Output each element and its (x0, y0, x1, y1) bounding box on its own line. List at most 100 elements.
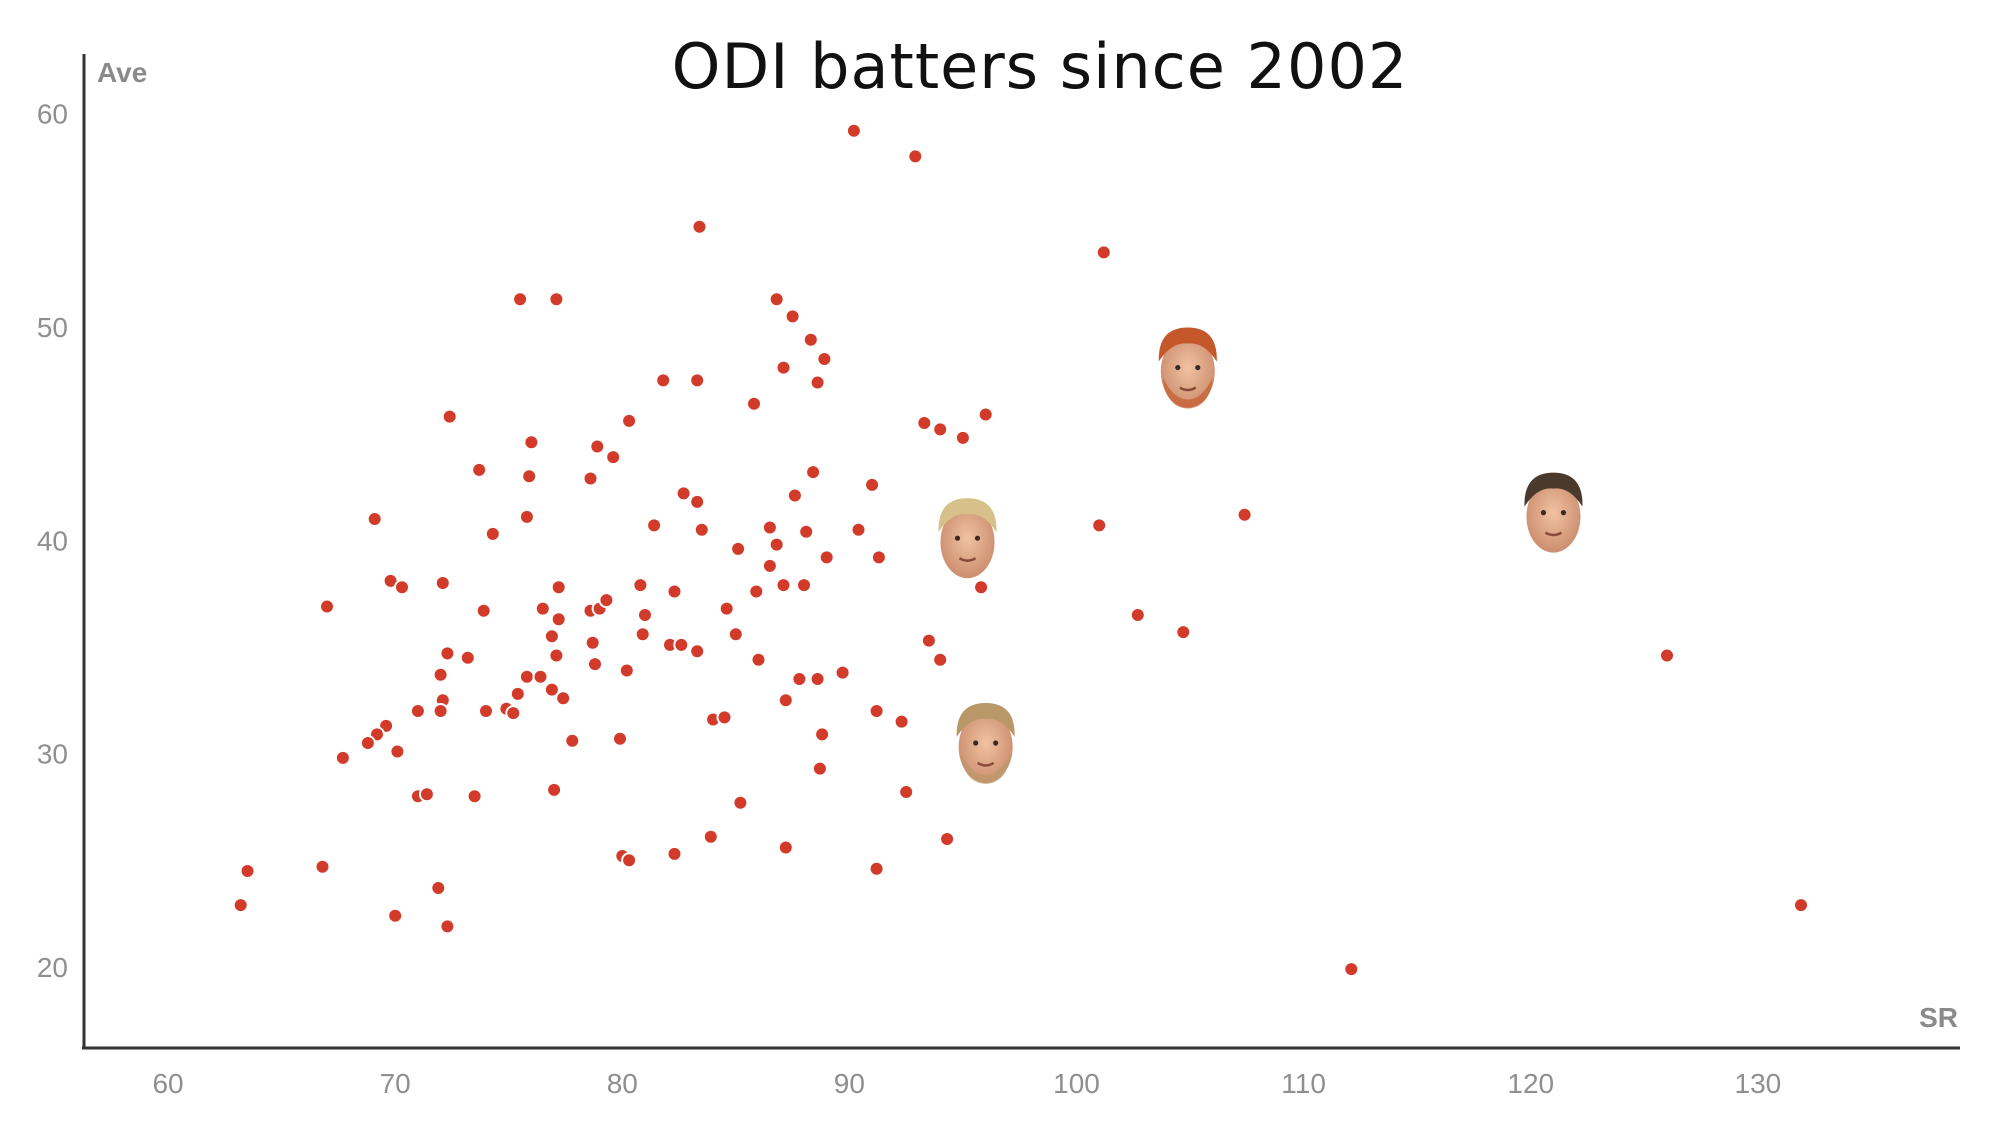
data-point (239, 863, 256, 879)
data-point (548, 647, 565, 664)
data-point (689, 493, 706, 510)
data-point (973, 579, 990, 596)
y-axis-label: Ave (97, 57, 147, 88)
data-point (459, 649, 476, 666)
data-point (587, 656, 603, 673)
data-point (802, 331, 819, 348)
data-point (430, 880, 447, 896)
data-point (716, 709, 733, 726)
player-face-icon-beard (956, 702, 1015, 784)
x-tick-label: 70 (380, 1068, 411, 1099)
data-point (505, 705, 522, 722)
data-point (550, 579, 567, 596)
data-point (484, 525, 501, 542)
data-point (727, 626, 744, 643)
x-tick-label: 110 (1281, 1068, 1326, 1099)
highlighted-players (938, 327, 1583, 784)
data-point (475, 602, 492, 619)
data-point (478, 703, 494, 719)
data-point (920, 632, 937, 649)
data-point (1091, 517, 1108, 534)
data-point (718, 600, 735, 617)
data-point (334, 749, 351, 766)
data-point (555, 690, 572, 707)
data-point (550, 611, 567, 628)
x-tick-label: 120 (1507, 1068, 1554, 1099)
data-point (868, 703, 885, 719)
data-point (689, 643, 706, 660)
data-point (932, 421, 949, 438)
data-point (439, 918, 456, 935)
data-points (232, 122, 1809, 978)
data-point (777, 839, 794, 856)
data-point (775, 359, 792, 376)
data-point (845, 122, 862, 139)
data-point (748, 583, 765, 600)
data-point (818, 549, 835, 566)
data-point (534, 600, 551, 617)
data-point (673, 636, 690, 653)
data-point (518, 668, 535, 685)
data-point (1175, 624, 1192, 641)
y-tick-label: 60 (37, 99, 68, 130)
y-tick-label: 30 (37, 739, 68, 770)
data-point (1659, 647, 1675, 664)
data-point (1095, 244, 1112, 261)
data-point (432, 666, 449, 683)
data-point (791, 671, 808, 687)
data-point (621, 412, 638, 429)
data-point (646, 517, 663, 534)
data-point (314, 858, 331, 875)
x-tick-label: 130 (1735, 1068, 1782, 1099)
data-point (805, 464, 822, 481)
data-point (811, 760, 828, 777)
data-point (584, 634, 601, 651)
data-point (689, 372, 706, 389)
data-point (546, 781, 563, 798)
data-point (1793, 897, 1809, 914)
data-point (634, 626, 651, 643)
data-point (598, 592, 615, 609)
y-tick-label: 50 (37, 312, 68, 343)
data-point (809, 671, 826, 687)
data-point (543, 628, 560, 645)
x-tick-label: 100 (1053, 1068, 1100, 1099)
data-point (798, 523, 815, 540)
data-point (907, 148, 924, 165)
data-point (509, 685, 526, 702)
data-point (543, 681, 560, 698)
x-tick-label: 90 (834, 1068, 865, 1099)
data-point (932, 651, 949, 668)
data-point (954, 429, 971, 446)
data-point (768, 291, 785, 308)
data-point (532, 668, 549, 685)
data-point (768, 536, 785, 553)
data-point (1236, 506, 1253, 523)
data-point (518, 508, 535, 525)
data-point (564, 732, 581, 749)
chart-title: ODI batters since 2002 (672, 30, 1409, 103)
data-point (232, 897, 249, 914)
data-point (775, 577, 792, 594)
data-point (786, 487, 803, 504)
data-point (521, 468, 538, 485)
data-point (893, 713, 910, 730)
y-tick-label: 20 (37, 952, 68, 983)
data-point (387, 907, 404, 924)
data-point (796, 577, 812, 594)
data-point (746, 395, 762, 412)
data-point (655, 372, 672, 389)
data-point (784, 308, 801, 325)
data-point (870, 549, 887, 566)
data-point (809, 374, 826, 391)
x-tick-label: 80 (607, 1068, 638, 1099)
data-point (366, 511, 383, 527)
x-tick-label: 60 (152, 1068, 183, 1099)
data-point (632, 577, 649, 594)
data-point (732, 794, 749, 811)
data-point (939, 831, 956, 847)
data-point (418, 786, 435, 803)
data-point (898, 784, 915, 800)
data-point (359, 735, 376, 751)
